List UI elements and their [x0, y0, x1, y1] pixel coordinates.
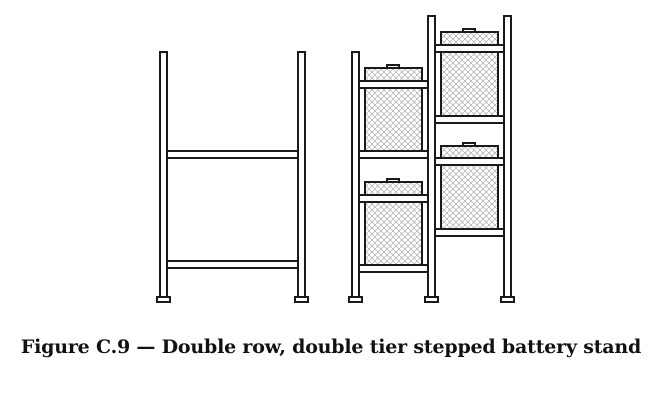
battery-clamp-bar — [434, 44, 505, 53]
side-foot-right — [294, 296, 309, 303]
battery-upper-top — [434, 28, 505, 117]
battery-lower-bottom — [358, 178, 429, 266]
front-foot-3 — [500, 296, 515, 303]
side-post-left — [159, 51, 168, 298]
side-rail-lower — [166, 260, 299, 269]
battery-clamp-bar — [358, 80, 429, 89]
battery-stand-drawing — [156, 15, 515, 303]
battery-body — [364, 87, 423, 152]
front-foot-2 — [424, 296, 439, 303]
battery-lid — [364, 67, 423, 83]
front-post-1 — [351, 51, 360, 298]
battery-clamp-bar — [358, 194, 429, 203]
lower-shelf-lower — [358, 264, 429, 273]
stand-front-view — [348, 15, 515, 303]
upper-shelf-upper — [434, 115, 505, 124]
battery-lid — [440, 31, 499, 46]
side-post-right — [297, 51, 306, 298]
front-foot-1 — [348, 296, 363, 303]
battery-lid — [364, 181, 423, 197]
battery-clamp-bar — [434, 157, 505, 166]
lower-shelf-upper — [358, 150, 429, 159]
side-rail-upper — [166, 150, 299, 159]
stand-side-view — [156, 51, 309, 303]
side-foot-left — [156, 296, 171, 303]
battery-lower-top — [358, 64, 429, 152]
battery-body — [440, 51, 499, 117]
battery-upper-bottom — [434, 142, 505, 230]
upper-shelf-lower — [434, 228, 505, 237]
front-post-3 — [503, 15, 512, 298]
figure-caption: Figure C.9 — Double row, double tier ste… — [20, 336, 642, 358]
battery-body — [364, 201, 423, 266]
battery-body — [440, 164, 499, 230]
front-post-2 — [427, 15, 436, 298]
